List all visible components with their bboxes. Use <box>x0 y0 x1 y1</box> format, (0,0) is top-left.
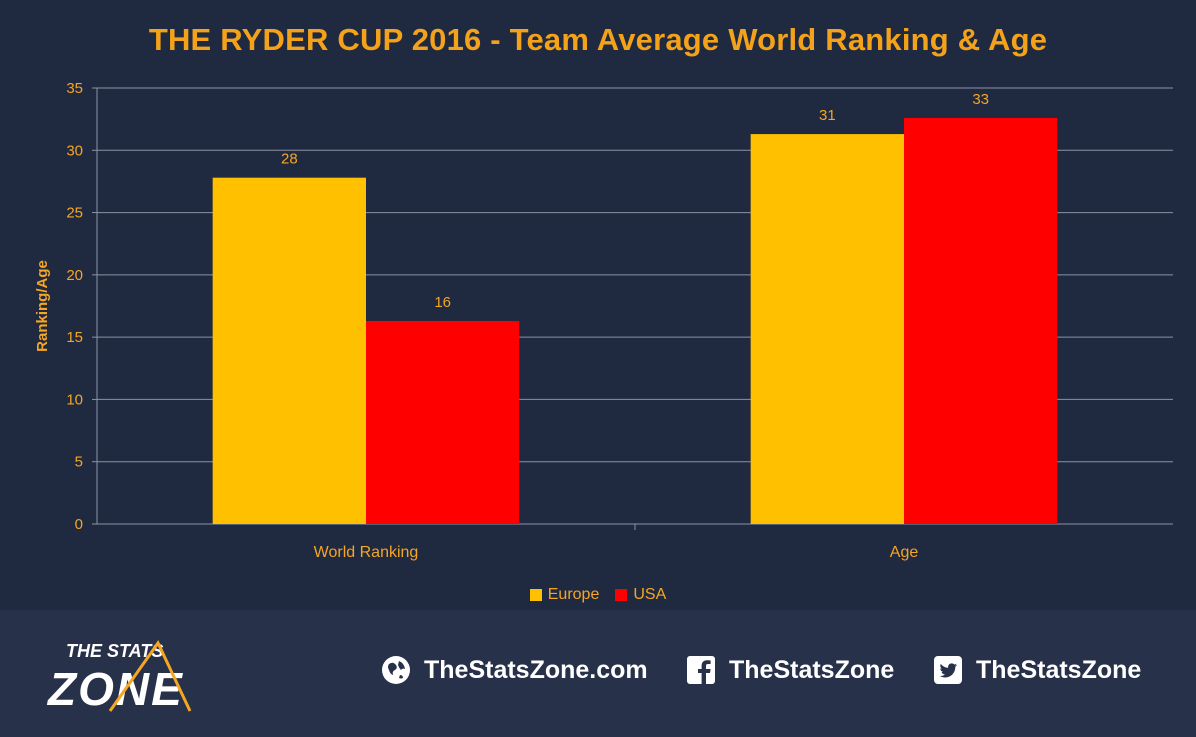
twitter-text: TheStatsZone <box>976 655 1142 684</box>
chart-title: THE RYDER CUP 2016 - Team Average World … <box>148 22 1048 57</box>
chart-area: THE RYDER CUP 2016 - Team Average World … <box>0 22 1196 604</box>
y-tick-label-0: 0 <box>75 516 83 533</box>
bar-europe-1 <box>750 134 904 524</box>
y-tick-label-25: 25 <box>66 205 83 222</box>
data-label-europe-1: 31 <box>819 107 836 124</box>
y-tick-label-20: 20 <box>66 267 83 284</box>
legend: Europe USA <box>0 586 1196 604</box>
x-category-label-1: Age <box>890 544 919 561</box>
facebook-link[interactable]: TheStatsZone <box>685 654 894 686</box>
y-tick-label-30: 30 <box>66 142 83 159</box>
data-label-europe-0: 28 <box>281 151 298 168</box>
y-tick-label-35: 35 <box>66 80 83 97</box>
y-axis-title: Ranking/Age <box>34 260 51 352</box>
bar-europe-0 <box>212 177 366 525</box>
twitter-icon <box>932 654 964 686</box>
legend-label-usa: USA <box>633 586 667 603</box>
y-tick-label-15: 15 <box>66 329 83 346</box>
labels: 28 16 31 33 <box>281 91 989 311</box>
legend-swatch-usa <box>615 589 628 601</box>
x-category-label-0: World Ranking <box>314 544 419 561</box>
data-label-usa-0: 16 <box>434 294 451 311</box>
data-label-usa-1: 33 <box>972 91 989 108</box>
svg-text:THE STATS: THE STATS <box>66 641 163 661</box>
the-stats-zone-logo: THE STATS ZONE <box>46 640 192 715</box>
y-tick-label-5: 5 <box>75 454 83 471</box>
website-text: TheStatsZone.com <box>424 655 648 684</box>
website-link[interactable]: TheStatsZone.com <box>380 654 648 686</box>
legend-swatch-europe <box>529 589 542 601</box>
y-tick-label-10: 10 <box>66 391 83 408</box>
bar-chart: 0 5 10 15 20 25 30 35 Ranking/Age World Ranking Ag… <box>34 80 1173 561</box>
footer: THE STATS ZONE TheStatsZone.com TheStats… <box>0 610 1196 737</box>
bar-usa-1 <box>904 117 1058 524</box>
facebook-text: TheStatsZone <box>729 655 895 684</box>
bar-usa-0 <box>366 320 520 524</box>
globe-icon <box>380 654 412 686</box>
facebook-icon <box>685 654 717 686</box>
bars <box>212 117 1058 525</box>
svg-text:ZONE: ZONE <box>46 663 184 715</box>
legend-item-usa: USA <box>615 586 666 604</box>
legend-label-europe: Europe <box>547 586 600 603</box>
twitter-link[interactable]: TheStatsZone <box>932 654 1141 686</box>
legend-item-europe: Europe <box>529 586 600 604</box>
